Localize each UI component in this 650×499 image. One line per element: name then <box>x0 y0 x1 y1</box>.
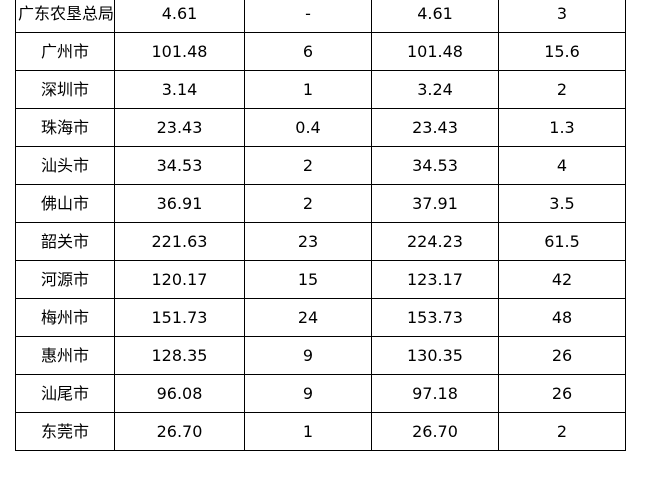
value-cell-2: 24 <box>244 298 372 337</box>
value-cell-4: 2 <box>498 70 626 109</box>
table-row: 佛山市 36.91 2 37.91 3.5 <box>15 184 626 223</box>
value-cell-4: 4 <box>498 146 626 185</box>
table-row: 珠海市 23.43 0.4 23.43 1.3 <box>15 108 626 147</box>
table-row: 东莞市 26.70 1 26.70 2 <box>15 412 626 451</box>
value-cell-2: 15 <box>244 260 372 299</box>
region-name-cell: 广州市 <box>15 32 115 71</box>
value-cell-4: 61.5 <box>498 222 626 261</box>
value-cell-1: 96.08 <box>114 374 245 413</box>
value-cell-3: 97.18 <box>371 374 499 413</box>
region-name-cell: 惠州市 <box>15 336 115 375</box>
value-cell-2: 23 <box>244 222 372 261</box>
region-name-cell: 河源市 <box>15 260 115 299</box>
value-cell-1: 26.70 <box>114 412 245 451</box>
value-cell-1: 120.17 <box>114 260 245 299</box>
table-row: 广东农垦总局 4.61-4.61 3 <box>15 0 626 33</box>
value-cell-2: 6 <box>244 32 372 71</box>
value-cell-4: 26 <box>498 374 626 413</box>
value-cell-3: 26.70 <box>371 412 499 451</box>
table-row: 深圳市 3.14 1 3.24 2 <box>15 70 626 109</box>
value-cell-3: 101.48 <box>371 32 499 71</box>
value-cell-1: 4.61 <box>114 0 245 33</box>
value-cell-1: 36.91 <box>114 184 245 223</box>
table-row: 惠州市 128.35 9 130.35 26 <box>15 336 626 375</box>
value-cell-2: 9 <box>244 336 372 375</box>
region-name-cell: 汕头市 <box>15 146 115 185</box>
value-cell-1: 3.14 <box>114 70 245 109</box>
region-name-cell: 东莞市 <box>15 412 115 451</box>
value-cell-2: 1 <box>244 412 372 451</box>
value-cell-3: 123.17 <box>371 260 499 299</box>
value-cell-2: 1 <box>244 70 372 109</box>
value-cell-1: 128.35 <box>114 336 245 375</box>
value-cell-4: 1.3 <box>498 108 626 147</box>
value-cell-2: 9 <box>244 374 372 413</box>
region-name-cell: 韶关市 <box>15 222 115 261</box>
value-cell-4: 15.6 <box>498 32 626 71</box>
value-cell-4: 3.5 <box>498 184 626 223</box>
value-cell-1: 151.73 <box>114 298 245 337</box>
value-cell-3: 130.35 <box>371 336 499 375</box>
table-row: 汕头市 34.53 2 34.53 4 <box>15 146 626 185</box>
region-name-cell: 深圳市 <box>15 70 115 109</box>
table-row: 广州市 101.48 6 101.48 15.6 <box>15 32 626 71</box>
value-cell-3: 23.43 <box>371 108 499 147</box>
value-cell-2: - <box>244 0 372 33</box>
table-row: 河源市 120.17 15 123.17 42 <box>15 260 626 299</box>
value-cell-3: 34.53 <box>371 146 499 185</box>
value-cell-1: 101.48 <box>114 32 245 71</box>
region-name-cell: 佛山市 <box>15 184 115 223</box>
value-cell-3: 4.61 <box>371 0 499 33</box>
value-cell-4: 48 <box>498 298 626 337</box>
table-body: 广东农垦总局 4.61-4.61 3 广州市 101.48 6 101.48 15.6 深圳市 3… <box>15 0 626 451</box>
table-row: 梅州市 151.73 24 153.73 48 <box>15 298 626 337</box>
value-cell-4: 42 <box>498 260 626 299</box>
value-cell-3: 3.24 <box>371 70 499 109</box>
value-cell-2: 0.4 <box>244 108 372 147</box>
region-name-cell: 珠海市 <box>15 108 115 147</box>
region-name-cell: 汕尾市 <box>15 374 115 413</box>
table-row: 汕尾市 96.08 9 97.18 26 <box>15 374 626 413</box>
value-cell-1: 221.63 <box>114 222 245 261</box>
table-row: 韶关市 221.63 23 224.23 61.5 <box>15 222 626 261</box>
value-cell-4: 26 <box>498 336 626 375</box>
region-name-cell: 广东农垦总局 <box>15 0 115 33</box>
value-cell-2: 2 <box>244 146 372 185</box>
data-table: 广东农垦总局 4.61-4.61 3 广州市 101.48 6 101.48 15.6 深圳市 3… <box>15 0 626 451</box>
value-cell-3: 153.73 <box>371 298 499 337</box>
region-name-cell: 梅州市 <box>15 298 115 337</box>
value-cell-1: 34.53 <box>114 146 245 185</box>
value-cell-4: 3 <box>498 0 626 33</box>
value-cell-4: 2 <box>498 412 626 451</box>
value-cell-1: 23.43 <box>114 108 245 147</box>
value-cell-2: 2 <box>244 184 372 223</box>
value-cell-3: 37.91 <box>371 184 499 223</box>
value-cell-3: 224.23 <box>371 222 499 261</box>
